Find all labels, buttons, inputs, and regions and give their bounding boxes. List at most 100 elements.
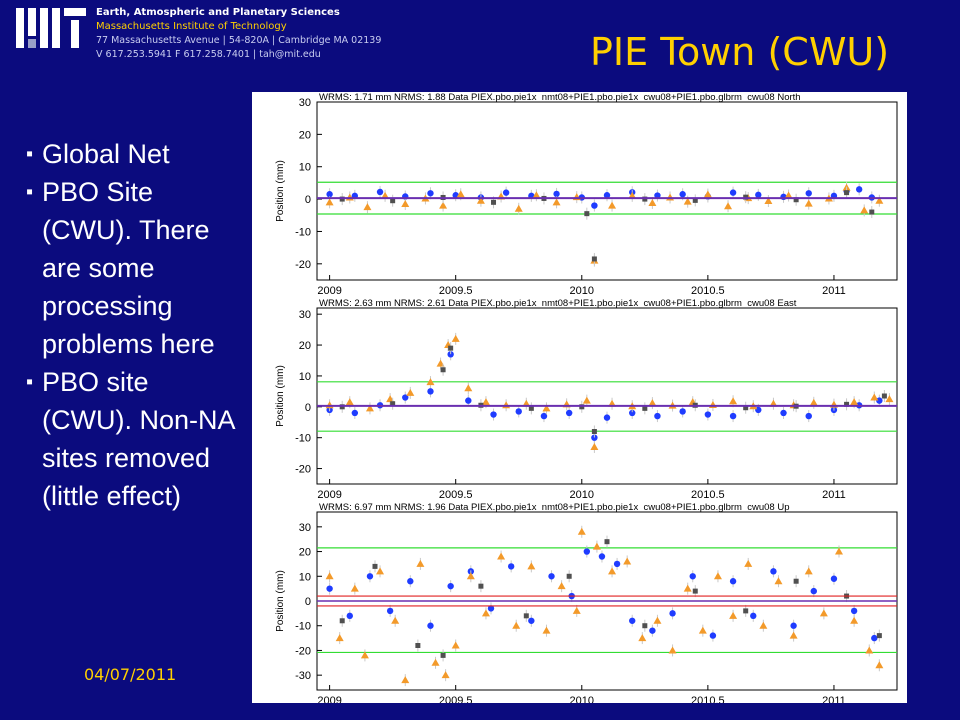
data-point-orange xyxy=(451,641,460,649)
data-point-gray xyxy=(491,199,497,205)
y-tick-label: -10 xyxy=(295,621,311,633)
data-point-blue xyxy=(805,190,812,197)
data-point-orange xyxy=(345,398,354,406)
data-point-orange xyxy=(381,191,390,199)
data-point-gray xyxy=(528,405,534,411)
data-point-orange xyxy=(335,634,344,642)
data-point-blue xyxy=(654,412,661,420)
y-tick-label: 10 xyxy=(299,371,311,383)
data-point-orange xyxy=(804,199,813,207)
data-point-orange xyxy=(552,198,561,206)
y-tick-label: -20 xyxy=(295,645,311,657)
data-point-blue xyxy=(553,190,560,198)
data-point-blue xyxy=(830,575,838,582)
data-point-gray xyxy=(743,608,749,614)
data-point-orange xyxy=(350,584,359,592)
data-point-gray xyxy=(692,588,698,594)
data-point-blue xyxy=(326,191,333,198)
data-point-orange xyxy=(325,572,334,580)
data-point-blue xyxy=(591,202,598,209)
y-tick-label: -10 xyxy=(295,433,311,445)
data-point-gray xyxy=(390,198,396,204)
data-point-blue xyxy=(591,434,598,441)
data-point-gray xyxy=(339,618,345,624)
data-point-orange xyxy=(729,397,738,405)
contact-line: V 617.253.5941 F 617.258.7401 | tah@mit.… xyxy=(96,49,321,60)
y-tick-label: 30 xyxy=(299,97,311,109)
x-tick-label: 2011 xyxy=(822,489,846,501)
data-point-orange xyxy=(608,567,617,575)
data-point-blue xyxy=(649,627,656,634)
x-tick-label: 2009 xyxy=(317,489,341,501)
x-tick-label: 2009 xyxy=(317,695,341,703)
data-point-orange xyxy=(363,203,372,211)
data-point-blue xyxy=(613,560,621,568)
data-point-blue xyxy=(402,394,409,401)
data-point-blue xyxy=(447,351,454,358)
data-point-blue xyxy=(407,578,414,585)
data-point-orange xyxy=(572,606,581,614)
time-series-plots: WRMS: 1.71 mm NRMS: 1.88 Data PIEX.pbo.p… xyxy=(275,92,898,707)
data-point-blue xyxy=(465,397,472,404)
data-point-orange xyxy=(860,206,869,214)
data-point-orange xyxy=(439,201,448,209)
data-point-blue xyxy=(750,612,757,620)
data-point-orange xyxy=(850,616,859,624)
y-tick-label: 10 xyxy=(299,162,311,174)
bullet-item: PBO Site (CWU). There are some processin… xyxy=(26,173,245,363)
data-point-gray xyxy=(584,211,590,217)
x-tick-label: 2010 xyxy=(570,489,594,501)
data-point-orange xyxy=(819,609,828,617)
x-tick-label: 2011 xyxy=(822,695,846,703)
data-point-orange xyxy=(365,404,374,412)
bullet-list: Global Net PBO Site (CWU). There are som… xyxy=(26,135,245,515)
plot-frame xyxy=(316,307,898,485)
data-point-orange xyxy=(759,621,768,629)
x-tick-label: 2009.5 xyxy=(439,285,473,297)
y-tick-label: 0 xyxy=(305,402,311,414)
data-point-gray xyxy=(604,539,610,545)
x-tick-label: 2009.5 xyxy=(439,489,473,501)
data-point-blue xyxy=(629,409,636,417)
y-tick-label: 20 xyxy=(299,340,311,352)
data-point-orange xyxy=(532,191,541,199)
data-point-orange xyxy=(360,651,369,659)
data-point-blue xyxy=(855,186,863,193)
data-point-orange xyxy=(668,646,677,654)
x-tick-label: 2010.5 xyxy=(691,489,725,501)
data-point-orange xyxy=(416,559,425,567)
time-series-figure: WRMS: 1.71 mm NRMS: 1.88 Data PIEX.pbo.p… xyxy=(252,92,907,707)
y-tick-label: 0 xyxy=(305,194,311,206)
department-name: Earth, Atmospheric and Planetary Science… xyxy=(96,7,340,18)
data-point-orange xyxy=(835,547,843,555)
data-point-orange xyxy=(590,442,599,450)
data-point-orange xyxy=(875,196,884,204)
data-point-blue xyxy=(709,632,717,639)
data-point-orange xyxy=(512,621,521,629)
data-point-orange xyxy=(713,572,722,580)
x-tick-label: 2010 xyxy=(570,695,594,703)
data-point-gray xyxy=(478,583,484,589)
y-tick-label: -10 xyxy=(295,226,311,238)
x-tick-label: 2010.5 xyxy=(691,695,725,703)
data-point-blue xyxy=(729,412,737,420)
data-point-blue xyxy=(490,411,497,418)
data-point-orange xyxy=(527,562,536,570)
data-point-orange xyxy=(391,616,400,624)
data-point-blue xyxy=(427,388,434,395)
data-point-orange xyxy=(401,676,410,684)
y-tick-label: 20 xyxy=(299,129,311,141)
data-point-orange xyxy=(809,398,818,406)
data-point-blue xyxy=(376,188,384,196)
data-point-gray xyxy=(440,367,446,373)
data-point-blue xyxy=(487,605,495,612)
data-point-orange xyxy=(683,584,692,592)
data-point-blue xyxy=(326,585,333,592)
data-point-gray xyxy=(390,401,396,407)
data-point-gray xyxy=(743,405,749,411)
data-point-gray xyxy=(844,401,850,407)
data-point-gray xyxy=(642,405,648,411)
slide-title: PIE Town (CWU) xyxy=(590,30,890,74)
data-point-orange xyxy=(729,611,738,619)
data-point-gray xyxy=(844,190,850,196)
